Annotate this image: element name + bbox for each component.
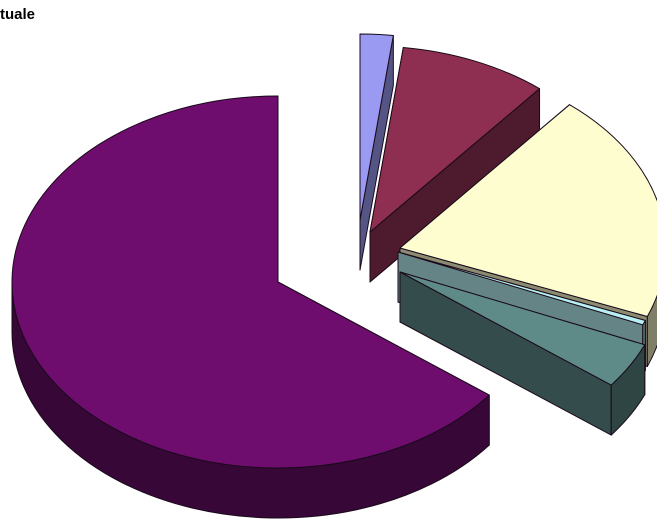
chart-title: tuale [0, 6, 36, 23]
slice-tops [11, 33, 657, 469]
slice-2 [399, 104, 657, 317]
slice-4 [399, 271, 646, 386]
slice-outer-wall-2 [646, 294, 657, 367]
slice-1 [369, 46, 541, 233]
slice-3 [397, 251, 646, 326]
slice-0 [359, 33, 394, 221]
slice-5 [11, 95, 490, 469]
